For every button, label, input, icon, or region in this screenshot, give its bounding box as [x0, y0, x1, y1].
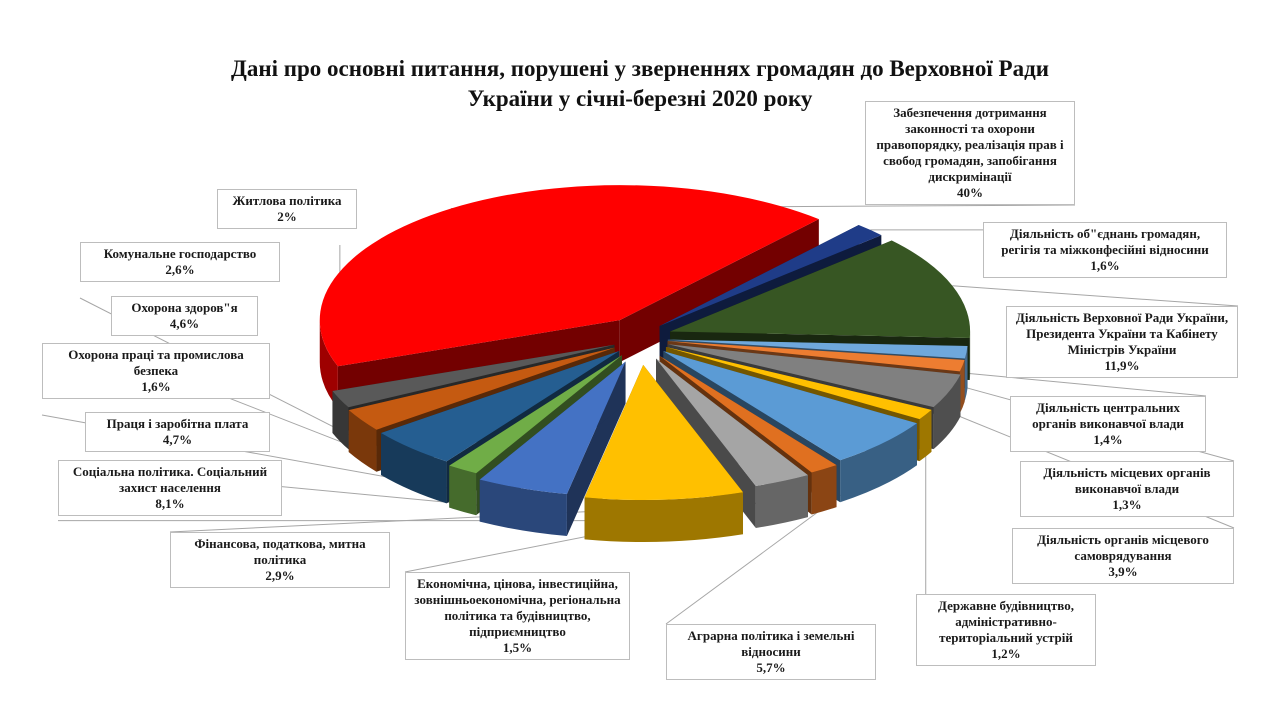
- data-label-slice-9-value: 1,5%: [502, 640, 533, 655]
- chart-title-line-1: Дані про основні питання, порушені у зве…: [231, 56, 1049, 81]
- data-label-slice-16-name: Житлова політика: [232, 193, 342, 208]
- leader-line-slice-3: [952, 285, 1239, 307]
- data-label-slice-10-name: Фінансова, податкова, митна політика: [194, 536, 366, 567]
- data-label-slice-2-name: Діяльність об"єднань громадян, регігія т…: [1001, 226, 1209, 257]
- pie-slice-14-wall-outer: [380, 433, 447, 504]
- pie-slice-12: [479, 361, 626, 495]
- pie-slice-6-wall-outer: [933, 374, 961, 450]
- pie-slice-12-wall-outer: [479, 479, 567, 537]
- pie-slice-8: [663, 351, 917, 461]
- pie-slice-3: [670, 240, 971, 338]
- data-label-slice-16: Житлова політика 2%: [217, 189, 357, 229]
- pie-slice-13: [449, 355, 622, 474]
- data-label-slice-2-value: 1,6%: [1090, 258, 1120, 273]
- data-label-slice-13: Охорона праці та промислова безпека 1,6%: [42, 343, 270, 399]
- pie-slice-1: [319, 185, 819, 367]
- data-label-slice-7-name: Державне будівництво, адміністративно-те…: [938, 598, 1074, 645]
- data-label-slice-8-name: Аграрна політика і земельні відносини: [687, 628, 855, 659]
- data-label-slice-11-name: Соціальна політика. Соціальний захист на…: [72, 464, 268, 495]
- data-label-slice-9-name: Економічна, цінова, інвестиційна, зовніш…: [414, 576, 621, 639]
- data-label-slice-11: Соціальна політика. Соціальний захист на…: [58, 460, 282, 516]
- data-label-slice-1: Забезпечення дотримання законності та ох…: [865, 101, 1075, 205]
- pie-slice-6: [668, 344, 961, 408]
- pie-slice-14: [380, 350, 620, 462]
- pie-slice-13-wall-outer: [449, 465, 477, 516]
- data-label-slice-3: Діяльність Верховної Ради України, Прези…: [1006, 306, 1238, 378]
- data-label-slice-4-value: 1,4%: [1093, 432, 1123, 447]
- data-label-slice-10-value: 2,9%: [265, 568, 295, 583]
- pie-slice-1-wall-outer: [319, 320, 338, 409]
- pie-slice-11-wall-outer: [584, 492, 744, 542]
- data-label-slice-3-value: 11,9%: [1104, 358, 1140, 373]
- data-label-slice-6-name: Діяльність органів місцевого самоврядува…: [1037, 532, 1209, 563]
- data-label-slice-14-name: Охорона здоров"я: [131, 300, 238, 315]
- data-label-slice-9: Економічна, цінова, інвестиційна, зовніш…: [405, 572, 630, 660]
- data-label-slice-13-value: 1,6%: [141, 379, 171, 394]
- data-label-slice-3-name: Діяльність Верховної Ради України, Прези…: [1015, 310, 1229, 357]
- pie-slice-10-wall-outer: [755, 475, 808, 528]
- pie-slice-tops: [319, 185, 971, 500]
- data-label-slice-16-value: 2%: [277, 209, 297, 224]
- data-label-slice-15-value: 2,6%: [165, 262, 195, 277]
- pie-slice-16: [332, 344, 615, 408]
- data-label-slice-1-name: Забезпечення дотримання законності та ох…: [876, 105, 1064, 184]
- pie-slice-16-wall-outer: [332, 390, 349, 450]
- pie-slice-4-wall-outer: [964, 346, 968, 401]
- pie-slice-15: [348, 347, 615, 430]
- pie-slice-2: [659, 225, 882, 327]
- data-label-slice-13-name: Охорона праці та промислова безпека: [68, 347, 244, 378]
- data-label-slice-12: Праця і заробітна плата 4,7%: [85, 412, 270, 452]
- data-label-slice-12-name: Праця і заробітна плата: [106, 416, 249, 431]
- pie-slice-11: [584, 364, 744, 500]
- data-label-slice-10: Фінансова, податкова, митна політика 2,9%: [170, 532, 390, 588]
- pie-slice-9: [659, 356, 837, 473]
- data-label-slice-6-value: 3,9%: [1108, 564, 1138, 579]
- pie-slice-15-wall-outer: [348, 410, 377, 472]
- pie-slice-5: [667, 341, 965, 372]
- data-label-slice-15: Комунальне господарство 2,6%: [80, 242, 280, 282]
- data-label-slice-5-name: Діяльність місцевих органів виконавчої в…: [1043, 465, 1211, 496]
- data-label-slice-7-value: 1,2%: [991, 646, 1021, 661]
- data-label-slice-14: Охорона здоров"я 4,6%: [111, 296, 258, 336]
- data-label-slice-6: Діяльність органів місцевого самоврядува…: [1012, 528, 1234, 584]
- data-label-slice-7: Державне будівництво, адміністративно-те…: [916, 594, 1096, 666]
- data-label-slice-1-value: 40%: [957, 185, 983, 200]
- pie-slice-9-wall-outer: [811, 465, 837, 515]
- pie-slice-7: [665, 347, 932, 420]
- data-label-slice-12-value: 4,7%: [162, 432, 193, 447]
- data-label-slice-15-name: Комунальне господарство: [103, 246, 257, 261]
- pie-slice-4: [667, 339, 968, 359]
- data-label-slice-11-value: 8,1%: [155, 496, 185, 511]
- data-label-slice-8: Аграрна політика і земельні відносини 5,7…: [666, 624, 876, 680]
- data-label-slice-8-value: 5,7%: [756, 660, 786, 675]
- data-label-slice-2: Діяльність об"єднань громадян, регігія т…: [983, 222, 1227, 278]
- pie-slice-7-wall-outer: [919, 409, 932, 462]
- data-label-slice-4: Діяльність центральних органів виконавчо…: [1010, 396, 1206, 452]
- pie-slice-10: [656, 358, 808, 486]
- data-label-slice-5: Діяльність місцевих органів виконавчої в…: [1020, 461, 1234, 517]
- data-label-slice-5-value: 1,3%: [1112, 497, 1142, 512]
- chart-title: Дані про основні питання, порушені у зве…: [150, 54, 1130, 114]
- pie-slice-8-wall-outer: [840, 423, 917, 503]
- pie-slice-5-wall-outer: [959, 359, 965, 414]
- data-label-slice-4-name: Діяльність центральних органів виконавчо…: [1032, 400, 1184, 431]
- chart-title-line-2: України у січні-березні 2020 року: [467, 86, 813, 111]
- data-label-slice-14-value: 4,6%: [169, 316, 200, 331]
